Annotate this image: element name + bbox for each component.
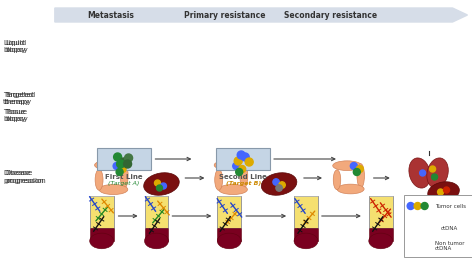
Circle shape bbox=[421, 202, 428, 210]
FancyBboxPatch shape bbox=[90, 196, 114, 228]
Circle shape bbox=[276, 185, 283, 191]
Text: Second Line: Second Line bbox=[219, 174, 267, 180]
Circle shape bbox=[119, 165, 126, 172]
Ellipse shape bbox=[95, 160, 125, 170]
Text: Liquid
biopsy: Liquid biopsy bbox=[3, 40, 26, 53]
Ellipse shape bbox=[428, 182, 459, 202]
FancyBboxPatch shape bbox=[90, 228, 114, 241]
Ellipse shape bbox=[261, 173, 297, 195]
Circle shape bbox=[432, 174, 438, 180]
Ellipse shape bbox=[217, 233, 241, 249]
Text: Liquid
biopsy: Liquid biopsy bbox=[5, 40, 28, 53]
Circle shape bbox=[125, 154, 133, 162]
Circle shape bbox=[444, 187, 449, 193]
FancyBboxPatch shape bbox=[294, 196, 318, 228]
FancyBboxPatch shape bbox=[217, 196, 241, 228]
Ellipse shape bbox=[427, 158, 448, 188]
Circle shape bbox=[114, 153, 122, 161]
Text: Secondary resistance: Secondary resistance bbox=[284, 10, 377, 19]
Circle shape bbox=[239, 165, 246, 172]
Circle shape bbox=[237, 151, 245, 159]
FancyBboxPatch shape bbox=[145, 228, 168, 241]
Circle shape bbox=[116, 168, 123, 176]
Text: Targeted
therapy: Targeted therapy bbox=[5, 92, 35, 105]
Circle shape bbox=[438, 189, 444, 195]
Text: Primary resistance: Primary resistance bbox=[183, 10, 265, 19]
Circle shape bbox=[245, 158, 253, 166]
Text: Tissue
biopsy: Tissue biopsy bbox=[3, 109, 26, 122]
Circle shape bbox=[117, 160, 125, 168]
Text: Disease
progression: Disease progression bbox=[5, 170, 46, 184]
Ellipse shape bbox=[333, 170, 341, 190]
FancyBboxPatch shape bbox=[294, 228, 318, 241]
Ellipse shape bbox=[90, 233, 114, 249]
Ellipse shape bbox=[240, 163, 248, 188]
Text: Targeted
therapy: Targeted therapy bbox=[3, 92, 33, 105]
Circle shape bbox=[233, 163, 240, 169]
Circle shape bbox=[161, 183, 166, 189]
Circle shape bbox=[241, 153, 249, 161]
Circle shape bbox=[155, 180, 161, 186]
Text: Tissue
biopsy: Tissue biopsy bbox=[5, 109, 28, 122]
Text: Non tumor
ctDNA: Non tumor ctDNA bbox=[435, 241, 464, 251]
Polygon shape bbox=[55, 8, 467, 22]
Ellipse shape bbox=[294, 233, 318, 249]
Text: Disease
progression: Disease progression bbox=[3, 170, 44, 184]
Circle shape bbox=[234, 157, 242, 165]
Text: (Target B): (Target B) bbox=[226, 181, 261, 186]
Text: ctDNA: ctDNA bbox=[440, 226, 458, 231]
Ellipse shape bbox=[144, 173, 179, 195]
Circle shape bbox=[236, 168, 243, 176]
Ellipse shape bbox=[357, 164, 365, 188]
Circle shape bbox=[429, 166, 436, 172]
Ellipse shape bbox=[120, 163, 128, 188]
Ellipse shape bbox=[333, 161, 362, 171]
FancyBboxPatch shape bbox=[404, 195, 474, 257]
Circle shape bbox=[350, 163, 357, 169]
Circle shape bbox=[113, 163, 120, 169]
Ellipse shape bbox=[369, 233, 393, 249]
Ellipse shape bbox=[99, 184, 128, 194]
Circle shape bbox=[119, 158, 128, 166]
Circle shape bbox=[419, 170, 426, 176]
Circle shape bbox=[414, 202, 421, 210]
Circle shape bbox=[124, 160, 132, 168]
Circle shape bbox=[407, 202, 414, 210]
FancyBboxPatch shape bbox=[97, 148, 151, 170]
Ellipse shape bbox=[337, 184, 364, 194]
Text: Tumor cells: Tumor cells bbox=[435, 203, 465, 209]
Ellipse shape bbox=[409, 158, 430, 188]
Text: First Line: First Line bbox=[105, 174, 142, 180]
Circle shape bbox=[279, 182, 285, 188]
Ellipse shape bbox=[219, 184, 247, 194]
Text: Metastasis: Metastasis bbox=[88, 10, 135, 19]
Ellipse shape bbox=[95, 169, 103, 190]
Circle shape bbox=[353, 168, 360, 176]
Ellipse shape bbox=[214, 160, 245, 170]
FancyBboxPatch shape bbox=[217, 228, 241, 241]
FancyBboxPatch shape bbox=[145, 196, 168, 228]
FancyBboxPatch shape bbox=[369, 196, 393, 228]
Circle shape bbox=[156, 185, 163, 191]
Circle shape bbox=[356, 165, 363, 172]
FancyBboxPatch shape bbox=[369, 228, 393, 241]
FancyBboxPatch shape bbox=[216, 148, 270, 170]
Circle shape bbox=[273, 179, 279, 185]
Ellipse shape bbox=[145, 233, 168, 249]
Text: (Target A): (Target A) bbox=[108, 181, 139, 186]
Ellipse shape bbox=[215, 169, 223, 190]
